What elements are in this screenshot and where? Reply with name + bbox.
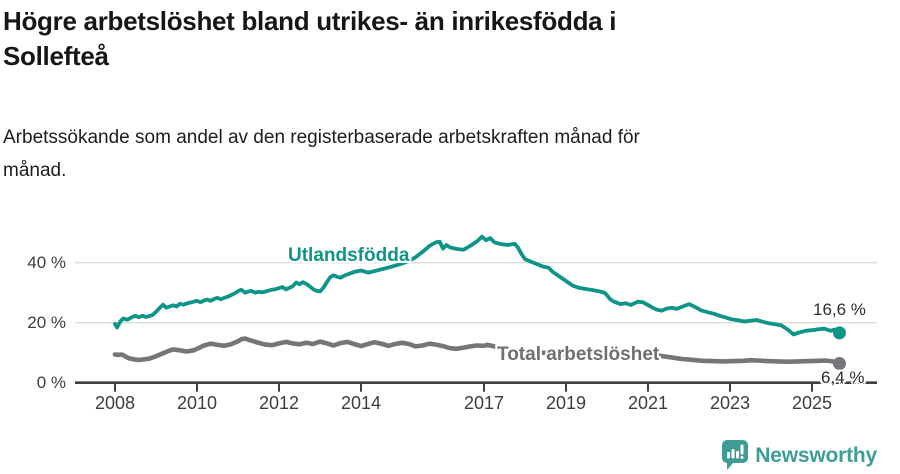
x-axis-label-2014: 2014: [340, 393, 382, 413]
x-axis-label-2025: 2025: [791, 393, 833, 413]
x-axis-label-2023: 2023: [709, 393, 751, 413]
end-value-label-total: 6,4 %: [821, 368, 865, 387]
chart-subtitle-line-2: månad.: [3, 160, 67, 181]
series-line-utlandsfodda: [113, 234, 842, 337]
x-axis-label-2017: 2017: [463, 393, 505, 413]
chart-subtitle: Arbetssökande som andel av den registerb…: [3, 121, 863, 187]
chart-subtitle-line-1: Arbetssökande som andel av den registerb…: [3, 127, 640, 148]
x-axis-label-2012: 2012: [258, 393, 300, 413]
x-axis-label-2008: 2008: [94, 393, 136, 413]
end-dot-total-arbetsloshet: [832, 357, 846, 370]
end-value-label-utlandsfodda: 16,6 %: [813, 300, 866, 319]
newsworthy-logo: Newsworthy: [722, 440, 877, 471]
page-title-line-2: Sollefteå: [3, 41, 109, 71]
series-line-total-arbetsloshet: [112, 336, 842, 366]
x-axis-label-2010: 2010: [176, 393, 218, 413]
logo-text: Newsworthy: [755, 443, 877, 467]
series-label-utlandsfodda: Utlandsfödda: [288, 245, 410, 266]
end-dot-utlandsfodda: [832, 326, 846, 340]
y-axis-label-40: 40 %: [27, 253, 66, 273]
x-axis-label-2019: 2019: [545, 393, 587, 413]
series-label-total-arbetsloshet: Total arbetslöshet: [497, 344, 660, 365]
y-axis-label-20: 20 %: [27, 313, 66, 333]
newsworthy-bubble-chart-icon: [722, 440, 749, 470]
page-title: Högre arbetslöshet bland utrikes- än inr…: [3, 4, 883, 74]
x-axis-label-2021: 2021: [627, 393, 669, 413]
y-axis-label-0: 0 %: [36, 373, 66, 393]
page-title-line-1: Högre arbetslöshet bland utrikes- än inr…: [3, 6, 617, 36]
